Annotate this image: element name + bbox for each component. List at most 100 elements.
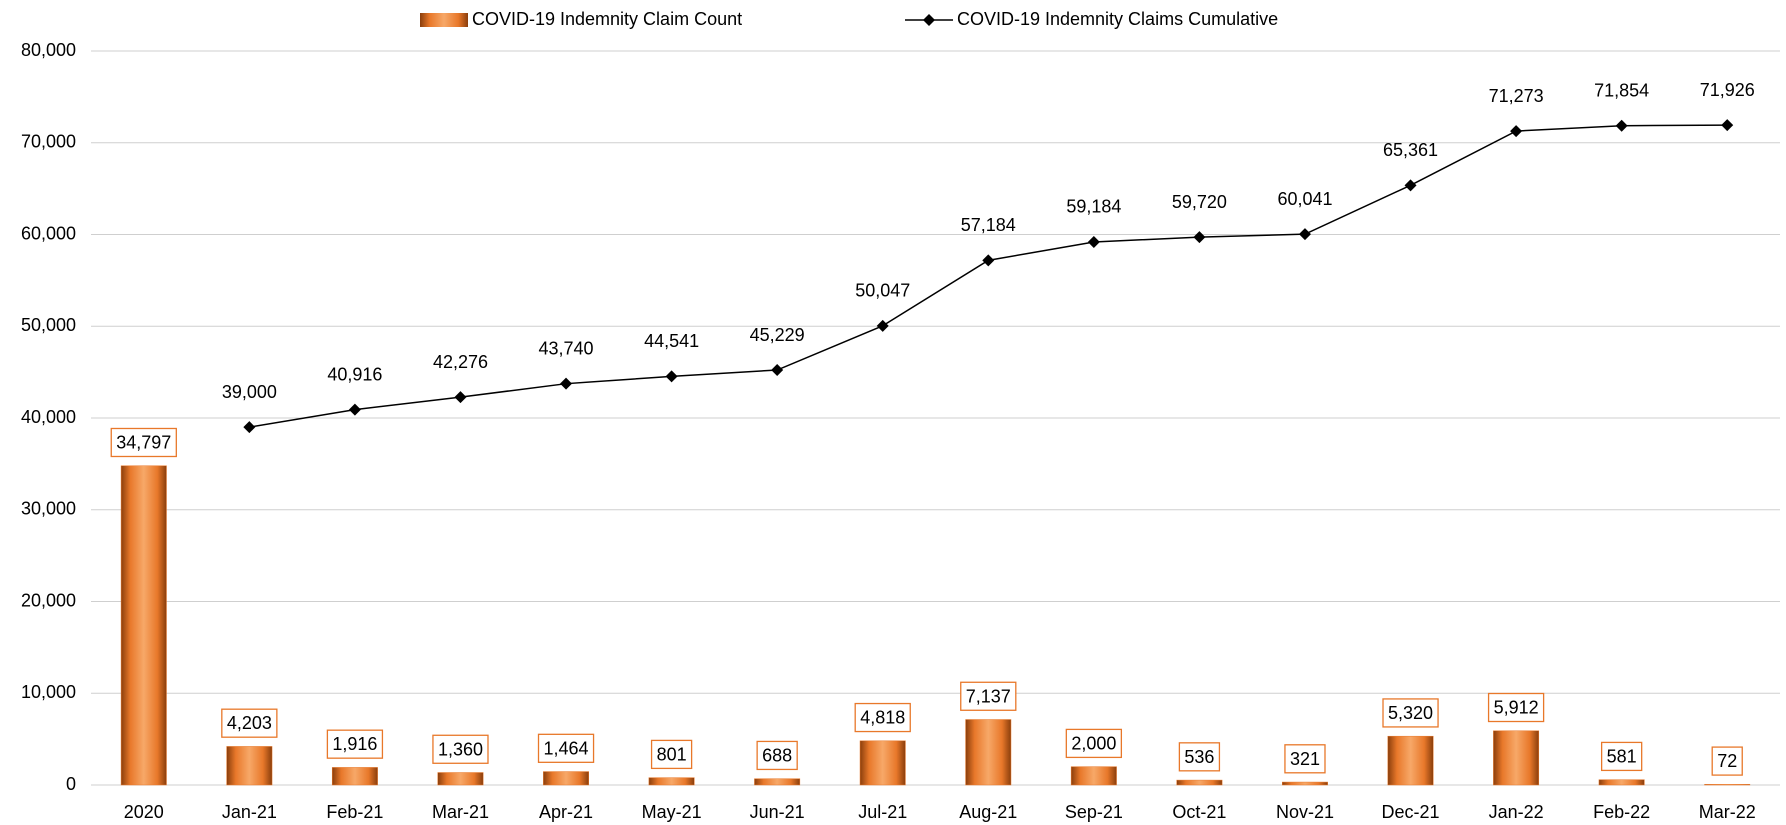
data-label: 71,926 (1700, 80, 1755, 100)
bar (120, 465, 167, 786)
data-label-box (854, 702, 911, 733)
data-label-box (326, 729, 384, 759)
x-tick-label: Sep-21 (1065, 802, 1123, 822)
data-label: 801 (657, 744, 687, 764)
legend-swatch (923, 14, 935, 26)
data-label: 4,203 (227, 713, 272, 733)
y-tick-label: 50,000 (21, 315, 76, 335)
line (249, 124, 1728, 428)
x-tick-label: Jul-21 (858, 802, 907, 822)
data-label: 2,000 (1071, 733, 1116, 753)
marker (560, 377, 573, 390)
marker (243, 421, 256, 434)
x-tick-label: Nov-21 (1276, 802, 1334, 822)
data-label: 7,137 (966, 686, 1011, 706)
bar (1282, 781, 1328, 786)
data-label: 71,854 (1594, 80, 1649, 100)
data-label: 688 (762, 745, 792, 765)
y-tick-label: 70,000 (21, 132, 76, 152)
data-label: 59,720 (1172, 192, 1227, 212)
data-label: 536 (1184, 747, 1214, 767)
bar (1387, 735, 1434, 786)
bar (1176, 779, 1223, 786)
y-tick-label: 60,000 (21, 223, 76, 243)
data-label: 39,000 (222, 382, 277, 402)
bar (965, 719, 1012, 786)
data-label-box (756, 740, 798, 771)
y-tick-label: 40,000 (21, 407, 76, 427)
legend-label: COVID-19 Indemnity Claims Cumulative (957, 9, 1278, 29)
x-tick-label: Mar-22 (1699, 802, 1756, 822)
data-label-box (221, 708, 278, 738)
data-label: 65,361 (1383, 140, 1438, 160)
data-label-box (650, 739, 693, 770)
marker (771, 364, 784, 377)
data-label: 71,273 (1489, 86, 1544, 106)
bar (226, 746, 273, 786)
data-label: 40,916 (327, 364, 382, 384)
y-tick-label: 10,000 (21, 682, 76, 702)
bar (543, 771, 589, 786)
data-label-box (432, 734, 489, 764)
data-label: 43,740 (539, 338, 594, 358)
data-label: 59,184 (1066, 197, 1121, 217)
marker (1510, 125, 1523, 138)
data-label: 34,797 (116, 432, 171, 452)
data-label-box (960, 681, 1017, 711)
data-label: 57,184 (961, 215, 1016, 235)
data-label: 1,464 (544, 738, 589, 758)
marker (665, 370, 678, 383)
legend-swatch (420, 13, 468, 27)
data-label: 50,047 (855, 281, 910, 301)
marker (1615, 119, 1628, 132)
data-label: 4,818 (860, 708, 905, 728)
data-label-box (1178, 742, 1221, 772)
data-label-box (110, 427, 177, 458)
marker (1404, 179, 1417, 192)
marker (1087, 235, 1100, 248)
data-label: 581 (1607, 746, 1637, 766)
data-label: 42,276 (433, 352, 488, 372)
data-label: 1,360 (438, 739, 483, 759)
bar (754, 778, 801, 786)
marker (1298, 228, 1311, 241)
bar (437, 772, 484, 786)
x-tick-label: May-21 (642, 802, 702, 822)
marker (1193, 231, 1206, 244)
x-tick-label: Oct-21 (1172, 802, 1226, 822)
y-tick-label: 30,000 (21, 499, 76, 519)
data-label-box (1284, 744, 1326, 774)
data-label: 60,041 (1277, 189, 1332, 209)
data-label-box (1065, 728, 1123, 759)
x-tick-label: 2020 (124, 802, 164, 822)
x-tick-label: Jun-21 (750, 802, 805, 822)
marker (982, 254, 995, 267)
x-tick-label: Apr-21 (539, 802, 593, 822)
bar (1598, 779, 1645, 786)
x-tick-label: Mar-21 (432, 802, 489, 822)
data-label-box (1711, 746, 1743, 776)
x-tick-label: Aug-21 (959, 802, 1017, 822)
data-label-box (537, 733, 595, 763)
data-label: 72 (1717, 751, 1737, 771)
bar (1493, 730, 1540, 786)
data-label: 45,229 (750, 325, 805, 345)
data-label: 1,916 (332, 734, 377, 754)
x-tick-label: Jan-22 (1489, 802, 1544, 822)
bar (1704, 784, 1751, 786)
data-label: 5,320 (1388, 703, 1433, 723)
data-label-box (1382, 698, 1439, 728)
y-tick-label: 0 (66, 774, 76, 794)
data-label-box (1600, 741, 1643, 772)
bar (1070, 766, 1117, 786)
marker (348, 403, 361, 416)
bar (648, 777, 695, 786)
x-tick-label: Jan-21 (222, 802, 277, 822)
bar (331, 767, 378, 786)
bar (859, 740, 906, 786)
x-tick-label: Feb-21 (326, 802, 383, 822)
data-label: 5,912 (1494, 698, 1539, 718)
marker (454, 391, 467, 404)
data-label: 321 (1290, 749, 1320, 769)
